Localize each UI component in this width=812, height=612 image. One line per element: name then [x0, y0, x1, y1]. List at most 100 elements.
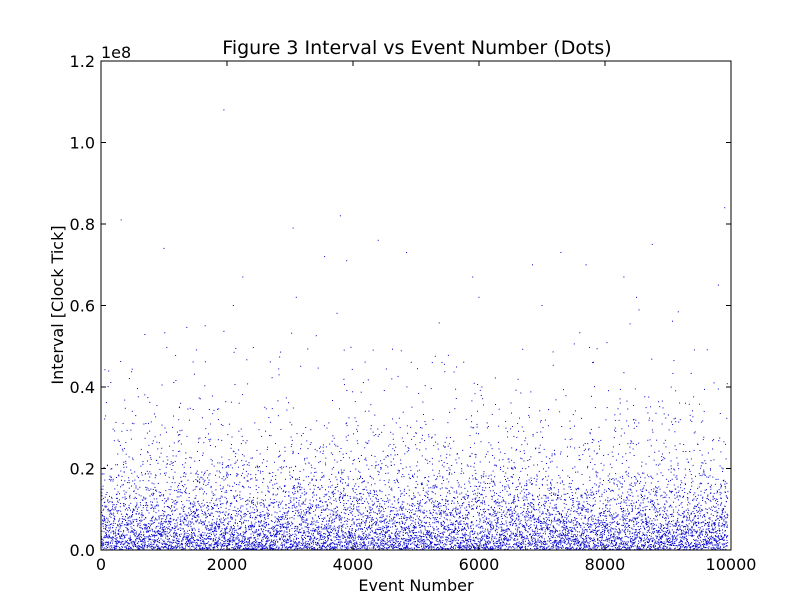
- data-point: [279, 538, 280, 540]
- data-point: [397, 480, 398, 482]
- data-point: [331, 540, 333, 541]
- data-point: [400, 495, 401, 497]
- data-point: [306, 518, 308, 520]
- data-point: [379, 533, 381, 534]
- data-point: [222, 462, 224, 464]
- data-point: [302, 543, 304, 545]
- data-point: [286, 514, 288, 516]
- data-point: [137, 508, 138, 510]
- data-point: [290, 539, 292, 541]
- data-point: [209, 536, 211, 537]
- data-point: [340, 515, 341, 517]
- data-point: [207, 510, 209, 512]
- data-point: [158, 442, 160, 444]
- data-point: [369, 475, 371, 477]
- data-point: [232, 485, 234, 487]
- data-point: [385, 508, 387, 509]
- data-point: [154, 531, 156, 533]
- data-point: [286, 546, 288, 548]
- data-point: [256, 501, 258, 503]
- data-point: [251, 527, 253, 529]
- data-point: [129, 520, 131, 522]
- data-point: [106, 525, 108, 526]
- data-point: [348, 533, 350, 535]
- data-point: [345, 482, 346, 484]
- data-point: [413, 543, 415, 545]
- data-point: [271, 527, 273, 529]
- data-point: [146, 507, 148, 509]
- data-point: [280, 548, 282, 550]
- data-point: [146, 432, 148, 434]
- data-point: [272, 526, 274, 528]
- data-point: [108, 544, 110, 546]
- data-point: [381, 545, 383, 547]
- data-point: [393, 541, 395, 543]
- data-point: [273, 531, 275, 532]
- data-point: [278, 501, 280, 503]
- data-point: [255, 489, 257, 490]
- data-point: [406, 546, 408, 548]
- data-point: [125, 545, 127, 547]
- data-point: [110, 524, 112, 525]
- data-point: [109, 537, 111, 539]
- data-point: [395, 540, 397, 542]
- data-point: [105, 526, 107, 528]
- data-point: [353, 523, 355, 525]
- data-point: [126, 544, 128, 546]
- data-point: [314, 530, 316, 532]
- data-point: [395, 531, 397, 533]
- data-point: [255, 521, 257, 523]
- data-point: [259, 453, 261, 455]
- data-point: [130, 539, 132, 541]
- data-point: [202, 454, 204, 456]
- data-point: [334, 527, 336, 529]
- data-point: [343, 508, 345, 510]
- data-point: [143, 533, 145, 535]
- data-point: [382, 545, 384, 547]
- data-point: [189, 539, 190, 541]
- data-point: [361, 519, 363, 520]
- data-point: [399, 532, 401, 534]
- data-point: [323, 533, 325, 535]
- data-point: [193, 539, 195, 541]
- data-point: [322, 545, 324, 547]
- data-point: [361, 547, 363, 549]
- data-point: [372, 544, 374, 546]
- data-point: [263, 523, 265, 525]
- data-point: [213, 548, 215, 550]
- data-point: [266, 541, 268, 543]
- data-point: [165, 533, 167, 535]
- data-point: [179, 450, 181, 452]
- data-point: [284, 450, 286, 452]
- data-point: [395, 422, 397, 424]
- data-point: [284, 546, 286, 548]
- data-point: [173, 533, 175, 535]
- data-point: [294, 526, 296, 528]
- data-point: [154, 506, 156, 508]
- data-point: [300, 495, 302, 497]
- data-point: [197, 535, 199, 537]
- data-point: [295, 542, 297, 544]
- data-point: [218, 528, 220, 530]
- data-point: [114, 547, 116, 549]
- data-point: [312, 534, 314, 536]
- data-point: [309, 482, 311, 484]
- data-point: [200, 509, 202, 511]
- data-point: [406, 526, 407, 528]
- data-point: [278, 521, 280, 523]
- data-point: [128, 531, 130, 533]
- data-point: [112, 428, 114, 430]
- data-points: [100, 109, 729, 551]
- data-point: [325, 457, 327, 459]
- data-point: [353, 540, 354, 542]
- data-point: [196, 501, 198, 503]
- data-point: [205, 517, 207, 519]
- data-point: [104, 519, 106, 521]
- data-point: [293, 515, 295, 516]
- data-point: [241, 435, 243, 437]
- data-point: [389, 514, 391, 516]
- data-point: [372, 495, 374, 497]
- data-point: [382, 500, 384, 502]
- data-point: [248, 527, 250, 529]
- data-point: [173, 382, 175, 383]
